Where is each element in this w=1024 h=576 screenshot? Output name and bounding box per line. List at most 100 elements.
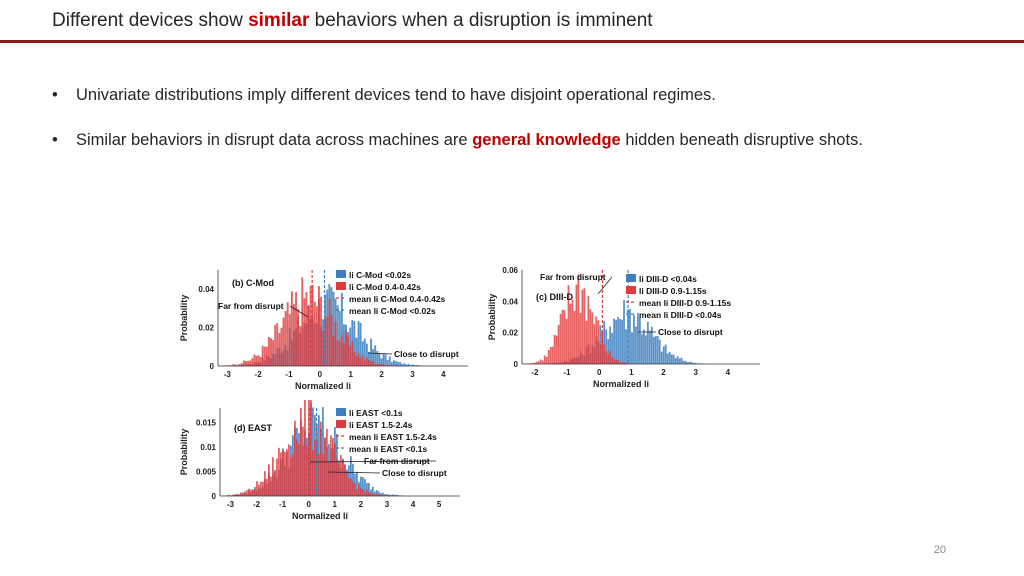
histogram-bar xyxy=(585,320,588,364)
histogram-bar xyxy=(298,444,300,496)
histogram-bar xyxy=(278,333,281,366)
histogram-bar xyxy=(336,340,339,366)
histogram-bar xyxy=(386,359,389,366)
histogram-bar xyxy=(581,289,584,364)
y-tick-label: 0 xyxy=(210,362,215,371)
histogram-bar xyxy=(579,313,582,364)
histogram-bar xyxy=(629,308,631,364)
histogram-bar xyxy=(382,495,384,496)
histogram-bar xyxy=(305,292,308,366)
histogram-bar xyxy=(680,357,683,364)
histogram-bar xyxy=(382,364,385,366)
histogram-bar xyxy=(583,288,586,364)
histogram-bar xyxy=(364,492,366,496)
histogram-bar xyxy=(613,359,616,364)
histogram-bar xyxy=(240,363,243,366)
histogram-bar xyxy=(393,360,395,366)
histogram-bar xyxy=(257,355,260,366)
histogram-bar xyxy=(258,484,260,496)
legend-label: mean li DIII-D <0.04s xyxy=(639,310,722,320)
histogram-bar xyxy=(403,363,406,366)
chart-diiid: -2 -1 0 1 2 3 4 0 0.02 0.04 0.06 Normalized li Proba… xyxy=(486,262,766,392)
histogram-bar xyxy=(247,360,250,366)
histogram-bar xyxy=(376,350,379,366)
histogram-bar xyxy=(390,494,392,496)
histogram-bar xyxy=(395,361,397,366)
histogram-bar xyxy=(356,471,358,496)
histogram-bar xyxy=(256,481,258,496)
histogram-bar xyxy=(292,453,294,496)
x-tick-label: -2 xyxy=(531,368,539,377)
histogram-bar xyxy=(682,360,685,364)
histogram-bar xyxy=(368,492,370,496)
histogram-bar xyxy=(355,356,358,366)
x-tick-label: 3 xyxy=(385,500,390,509)
series-red xyxy=(525,274,631,364)
histogram-bar xyxy=(543,355,546,364)
histogram-bar xyxy=(322,407,324,496)
histogram-bar xyxy=(299,325,302,366)
histogram-bar xyxy=(388,356,391,366)
histogram-bar xyxy=(670,354,673,364)
histogram-bar xyxy=(349,346,352,366)
x-axis-label: Normalized li xyxy=(593,379,649,389)
histogram-bar xyxy=(332,437,334,496)
histogram-bar xyxy=(613,318,616,364)
page-number: 20 xyxy=(933,544,946,556)
y-axis-label: Probability xyxy=(487,294,497,341)
legend-label: li DIII-D <0.04s xyxy=(639,274,697,284)
histogram-bar xyxy=(644,335,647,364)
histogram-bar xyxy=(354,483,356,496)
histogram-bar xyxy=(555,335,558,364)
y-axis-label: Probability xyxy=(179,429,189,476)
histogram-bar xyxy=(238,494,240,496)
histogram-bar xyxy=(284,451,286,496)
histogram-bar xyxy=(557,324,560,364)
histogram-bar xyxy=(396,494,398,496)
legend-label: mean li C-Mod 0.4-0.42s xyxy=(349,294,446,304)
bullet-1: • Univariate distributions imply differen… xyxy=(52,86,716,105)
histogram-bar xyxy=(567,285,570,364)
y-axis-label: Probability xyxy=(179,295,189,342)
histogram-bar xyxy=(376,490,378,496)
histogram-bar xyxy=(290,457,292,496)
histogram-bar xyxy=(388,494,390,496)
histogram-bar xyxy=(397,361,400,366)
histogram-bar xyxy=(563,310,566,364)
histogram-bar xyxy=(243,360,245,366)
histogram-bar xyxy=(368,360,370,366)
histogram-bar xyxy=(306,445,308,496)
histogram-bar xyxy=(251,358,254,366)
histogram-bar xyxy=(411,364,414,366)
x-tick-label: 4 xyxy=(411,500,416,509)
histogram-bar xyxy=(409,365,412,366)
histogram-bar xyxy=(571,299,574,364)
bullet-text-end: hidden beneath disruptive shots. xyxy=(620,131,863,149)
histogram-bar xyxy=(322,454,324,496)
histogram-bar xyxy=(366,482,368,496)
title-text-end: behaviors when a disruption is imminent xyxy=(309,10,653,31)
histogram-bar xyxy=(366,489,368,496)
histogram-bar xyxy=(611,356,614,364)
histogram-bar xyxy=(674,358,677,364)
histogram-bar xyxy=(692,362,695,364)
histogram-bar xyxy=(376,363,379,366)
histogram-bar xyxy=(617,360,619,364)
histogram-bar xyxy=(301,277,304,366)
histogram-bar xyxy=(380,358,383,366)
histogram-bar xyxy=(286,302,289,366)
x-tick-label: 5 xyxy=(437,500,442,509)
histogram-bar xyxy=(621,319,623,364)
histogram-bar xyxy=(348,478,350,496)
histogram-bar xyxy=(270,338,272,366)
histogram-bar xyxy=(234,364,237,366)
bullet-symbol: • xyxy=(52,86,58,104)
annotation-label: Far from disrupt xyxy=(218,301,284,311)
histogram-bar xyxy=(324,318,327,366)
histogram-bar xyxy=(378,491,380,496)
annotation-arrow xyxy=(597,276,613,295)
histogram-bar xyxy=(352,463,354,496)
histogram-bar xyxy=(360,476,362,496)
histogram-bar xyxy=(338,341,341,366)
histogram-bar xyxy=(300,407,302,496)
